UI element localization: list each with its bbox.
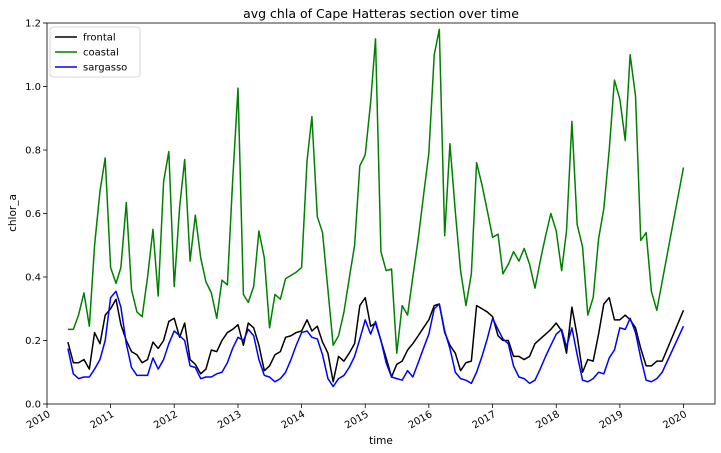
legend-label-sargasso: sargasso (83, 63, 127, 74)
y-tick-label: 0.8 (25, 146, 41, 157)
y-tick-label: 1.2 (25, 19, 41, 30)
y-axis: 0.0 0.2 0.4 0.6 0.8 1.0 1.2 (25, 19, 47, 411)
x-axis-label: time (369, 435, 393, 447)
chart-title: avg chla of Cape Hatteras section over t… (243, 6, 519, 21)
legend-label-coastal: coastal (83, 48, 119, 59)
legend-label-frontal: frontal (83, 33, 116, 44)
y-tick-label: 0.4 (25, 273, 41, 284)
plot-area (46, 22, 716, 405)
series-line-sargasso (67, 290, 685, 388)
y-tick-label: 0.2 (25, 336, 41, 347)
y-axis-label: chlor_a (7, 194, 19, 232)
y-tick-label: 0.0 (25, 400, 41, 411)
legend: frontal coastal sargasso (49, 26, 141, 78)
y-tick-label: 0.6 (25, 209, 41, 220)
series-layer (67, 28, 685, 388)
series-line-coastal (67, 28, 685, 354)
legend-box (49, 26, 141, 78)
y-tick-label: 1.0 (25, 82, 41, 93)
